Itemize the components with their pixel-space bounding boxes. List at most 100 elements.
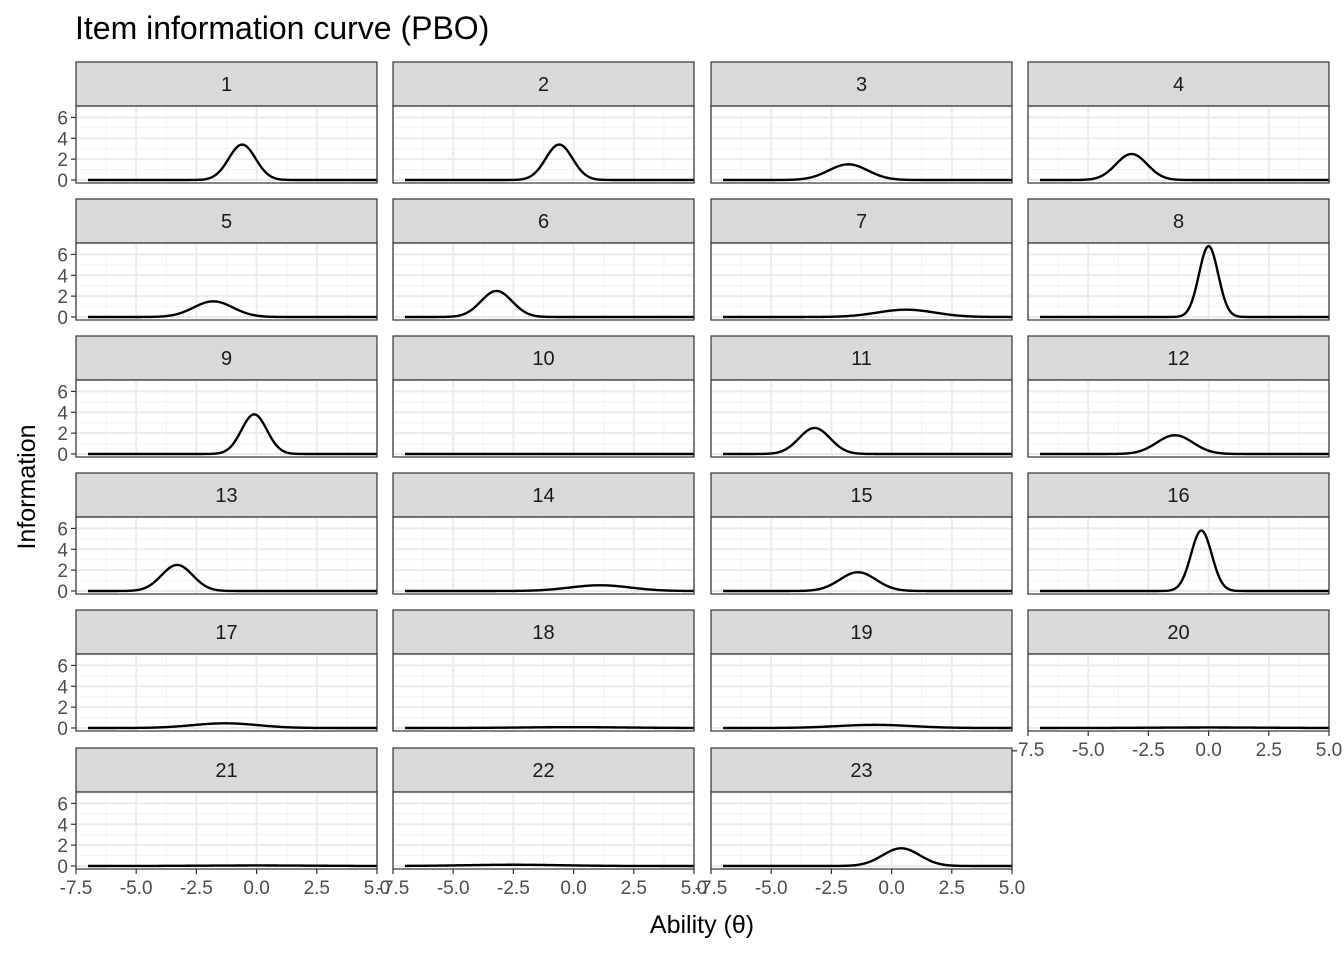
panel-border: [392, 653, 695, 732]
information-curve-14: [405, 584, 694, 593]
facet-strip-label: 7: [856, 211, 867, 233]
y-tick-label: 6: [57, 108, 68, 129]
panel-border: [75, 105, 378, 184]
facet-strip-label: 5: [221, 211, 232, 233]
facet-panel-19: 19: [710, 609, 1013, 732]
information-curve-7: [723, 308, 1012, 319]
panel-border: [1027, 242, 1330, 321]
panel-border: [1027, 653, 1330, 732]
facet-strip-label: 10: [532, 348, 554, 370]
facet-panel-10: 10: [392, 335, 695, 458]
panel-border: [1027, 516, 1330, 595]
facet-strip-label: 23: [850, 760, 872, 782]
facet-panel-23: 23 -7.5 -5.0 -2.5 0.0 2.5 5.0: [695, 747, 1025, 899]
facet-strip: [710, 747, 1013, 793]
information-curve-11: [723, 426, 1012, 456]
x-tick-label: 2.5: [621, 878, 647, 899]
information-curve-13: [88, 563, 377, 593]
facet-strip: [392, 609, 695, 655]
facet-strip: [1027, 198, 1330, 244]
facet-strip-label: 20: [1167, 622, 1189, 644]
y-tick-label: 2: [57, 150, 68, 171]
y-tick-label: 6: [57, 245, 68, 266]
chart-title: Item information curve (PBO): [75, 10, 489, 46]
information-curve-1: [88, 143, 377, 182]
information-curve-19: [723, 723, 1012, 730]
facet-strip-label: 1: [221, 74, 232, 96]
facet-strip: [1027, 61, 1330, 107]
y-tick-label: 6: [57, 382, 68, 403]
facet-strip-label: 4: [1173, 74, 1184, 96]
y-tick-label: 4: [57, 815, 68, 836]
y-tick-label: 2: [57, 836, 68, 857]
facet-panel-22: 22 -7.5 -5.0 -2.5 0.0 2.5 5.0: [377, 747, 707, 899]
panel-border: [75, 653, 378, 732]
x-axis-title: Ability (θ): [650, 911, 754, 939]
information-curve-23: [723, 847, 1012, 868]
facet-panel-12: 12: [1027, 335, 1330, 458]
facet-strip: [392, 198, 695, 244]
facet-strip: [392, 335, 695, 381]
facet-strip: [710, 472, 1013, 518]
x-tick-label: -2.5: [180, 878, 213, 899]
panel-border: [392, 105, 695, 184]
facet-strip: [710, 61, 1013, 107]
facet-strip: [75, 747, 378, 793]
information-curve-6: [405, 289, 694, 319]
information-curve-4: [1040, 152, 1329, 182]
information-curve-15: [723, 571, 1012, 593]
facet-strip: [75, 472, 378, 518]
facet-strip: [75, 609, 378, 655]
facet-strip-label: 22: [532, 760, 554, 782]
facet-strip-label: 16: [1167, 485, 1189, 507]
facet-strip-label: 11: [851, 348, 872, 370]
facet-panel-15: 15: [710, 472, 1013, 595]
panel-border: [710, 516, 1013, 595]
information-curve-17: [88, 722, 377, 730]
facet-strip-label: 12: [1167, 348, 1189, 370]
x-tick-label: -5.0: [755, 878, 788, 899]
facet-strip: [392, 747, 695, 793]
y-tick-label: 0: [57, 582, 68, 603]
panel-border: [392, 242, 695, 321]
x-tick-label: 0.0: [1195, 740, 1221, 761]
y-tick-label: 4: [57, 540, 68, 561]
facet-strip-label: 14: [532, 485, 554, 507]
panel-border: [710, 105, 1013, 184]
facet-panel-11: 11: [710, 335, 1013, 458]
facet-panel-16: 16: [1027, 472, 1330, 595]
x-tick-label: 2.5: [939, 878, 965, 899]
facet-strip: [75, 61, 378, 107]
panel-border: [75, 791, 378, 870]
facet-strip-label: 6: [538, 211, 549, 233]
y-tick-label: 2: [57, 287, 68, 308]
facet-strip: [710, 609, 1013, 655]
facet-strip-label: 8: [1173, 211, 1184, 233]
information-curve-16: [1040, 529, 1329, 593]
panel-border: [710, 653, 1013, 732]
panel-border: [1027, 105, 1330, 184]
information-curve-2: [405, 143, 694, 182]
y-tick-label: 0: [57, 719, 68, 740]
information-curve-20: [1040, 726, 1330, 730]
facet-panel-2: 2: [392, 61, 695, 184]
y-axis-title: Information: [13, 424, 41, 549]
facet-strip: [1027, 335, 1330, 381]
x-tick-label: -2.5: [815, 878, 848, 899]
x-tick-label: -2.5: [1132, 740, 1165, 761]
x-tick-label: 5.0: [681, 878, 707, 899]
x-tick-label: -7.5: [60, 878, 93, 899]
panel-border: [710, 242, 1013, 321]
facet-strip: [392, 61, 695, 107]
information-curve-22: [405, 863, 694, 868]
information-curve-9: [88, 413, 377, 456]
panel-border: [75, 516, 378, 595]
x-tick-label: 5.0: [364, 878, 390, 899]
x-tick-label: 2.5: [1256, 740, 1282, 761]
y-tick-label: 6: [57, 794, 68, 815]
information-curve-12: [1040, 434, 1329, 456]
facet-strip: [710, 335, 1013, 381]
facet-strip: [75, 335, 378, 381]
